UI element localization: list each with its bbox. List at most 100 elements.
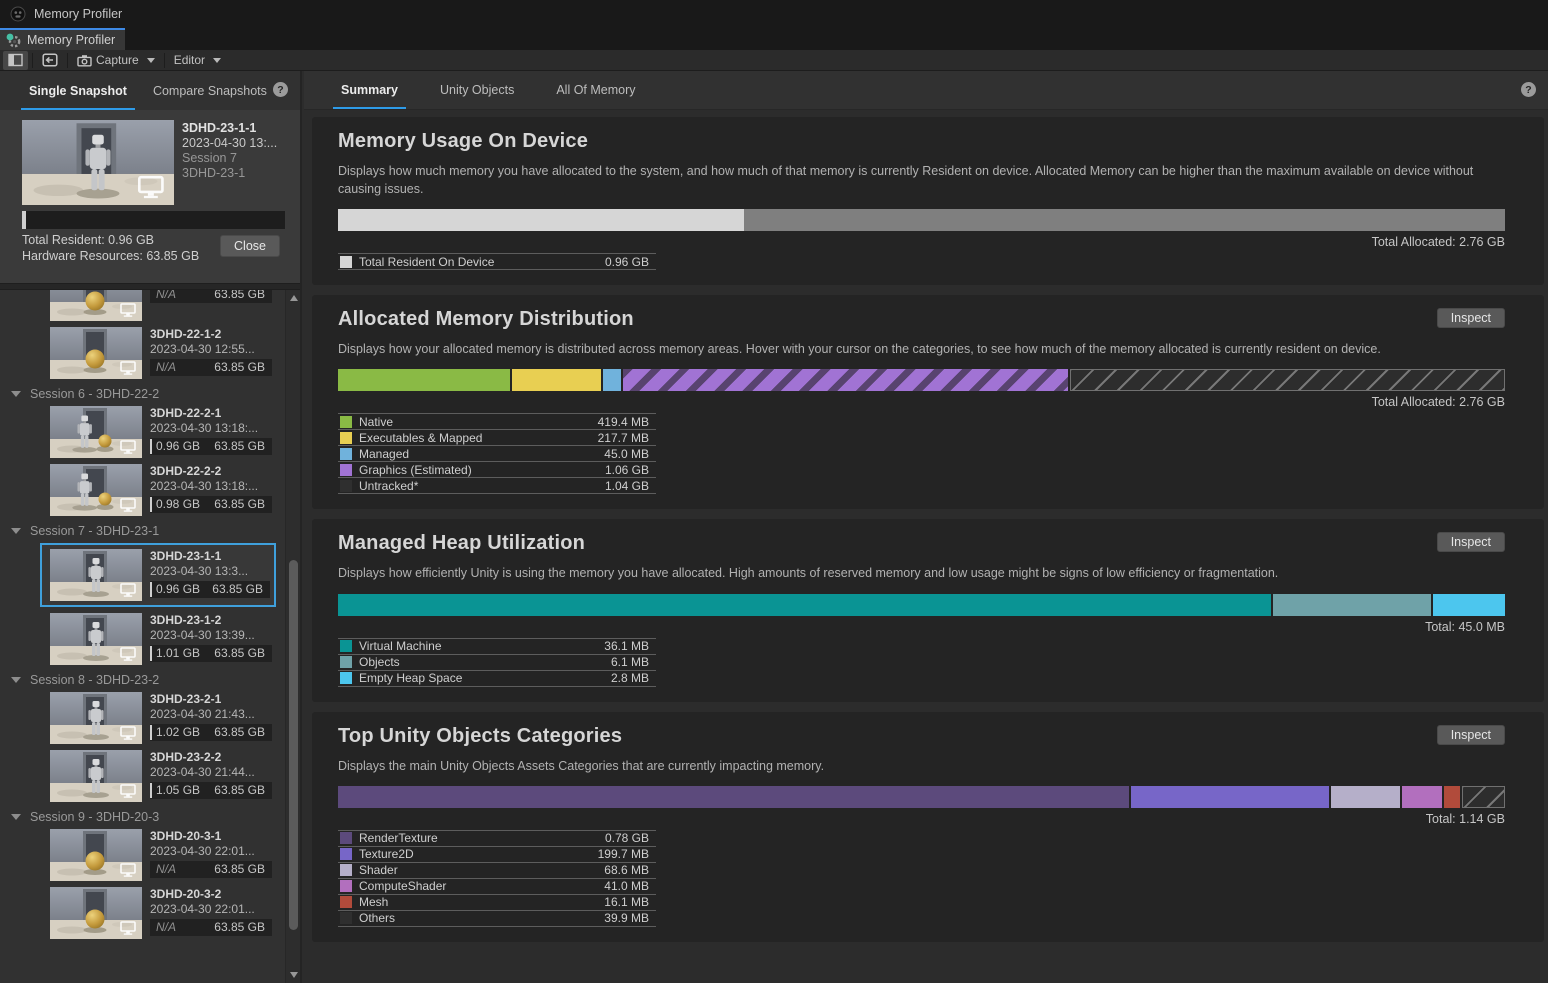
- legend-row[interactable]: Untracked* 1.04 GB: [338, 477, 656, 493]
- close-snapshot-button[interactable]: Close: [220, 235, 280, 257]
- legend-row[interactable]: Objects 6.1 MB: [338, 653, 656, 670]
- bar-segment-untracked-[interactable]: [1070, 369, 1506, 392]
- snapshot-list-item[interactable]: 3DHD-22-1-2 2023-04-30 12:55... N/A 63.85 G…: [50, 327, 276, 379]
- bar-segment-remaining-allocated[interactable]: [744, 209, 1505, 232]
- section-description: Displays how your allocated memory is di…: [338, 342, 1381, 357]
- snapshot-item-date: 2023-04-30 13:3...: [150, 564, 249, 578]
- bar-total-label: Total Allocated: 2.76 GB: [1371, 395, 1505, 410]
- bar-segment-virtual-machine[interactable]: [338, 593, 1271, 616]
- legend-row[interactable]: Others 39.9 MB: [338, 909, 656, 926]
- snapshot-list-item[interactable]: 3DHD-22-2-2 2023-04-30 13:18:... 0.98 GB 63…: [50, 464, 276, 516]
- sidebar-help-icon[interactable]: ?: [273, 82, 288, 97]
- legend-row[interactable]: Shader 68.6 MB: [338, 861, 656, 878]
- legend-swatch: [340, 672, 352, 684]
- snapshot-thumbnail: [50, 829, 142, 881]
- scroll-up-arrow[interactable]: [286, 290, 300, 306]
- snapshot-resident-value: N/A: [156, 920, 177, 934]
- bar-segment-mesh[interactable]: [1444, 785, 1461, 808]
- inspect-button[interactable]: Inspect: [1436, 724, 1505, 745]
- memory-breakdown-bar[interactable]: [338, 593, 1505, 616]
- legend-label: Mesh: [359, 895, 389, 910]
- snapshot-list-item[interactable]: 3DHD-23-2-2 2023-04-30 21:44... 1.05 GB 63.…: [50, 750, 276, 802]
- legend-row[interactable]: Native 419.4 MB: [338, 413, 656, 429]
- snapshot-list-scrollbar[interactable]: [285, 290, 300, 983]
- legend-row[interactable]: Managed 45.0 MB: [338, 445, 656, 461]
- snapshot-list-item-selected[interactable]: 3DHD-23-1-1 2023-04-30 13:3... 0.96 GB 63.8…: [40, 543, 276, 607]
- legend-row[interactable]: Graphics (Estimated) 1.06 GB: [338, 461, 656, 477]
- legend-row[interactable]: ComputeShader 41.0 MB: [338, 877, 656, 894]
- collapse-triangle-icon[interactable]: [11, 677, 21, 683]
- bar-segment-graphics-estimated-[interactable]: [623, 369, 1069, 392]
- collapse-triangle-icon[interactable]: [11, 528, 21, 534]
- inspect-button[interactable]: Inspect: [1436, 532, 1505, 553]
- snapshot-list-item[interactable]: 3DHD-22-2-1 2023-04-30 13:18:... 0.96 GB 63…: [50, 406, 276, 458]
- legend-row[interactable]: Virtual Machine 36.1 MB: [338, 637, 656, 654]
- bar-segment-computeshader[interactable]: [1401, 785, 1442, 808]
- legend-swatch: [340, 864, 352, 877]
- session-group-header[interactable]: Session 6 - 3DHD-22-2: [11, 387, 284, 401]
- doc-tab-memory-profiler[interactable]: Memory Profiler: [0, 28, 126, 50]
- session-group-header[interactable]: Session 8 - 3DHD-23-2: [11, 673, 284, 687]
- bar-segment-native[interactable]: [338, 369, 510, 392]
- editor-target-dropdown[interactable]: Editor: [169, 51, 226, 70]
- snapshot-resident-value: N/A: [156, 360, 177, 374]
- session-group-label: Session 9 - 3DHD-20-3: [30, 810, 160, 824]
- tab-single-snapshot[interactable]: Single Snapshot: [21, 71, 135, 110]
- legend-label: Untracked*: [359, 478, 419, 493]
- tab-summary[interactable]: Summary: [333, 71, 406, 109]
- legend-row[interactable]: Executables & Mapped 217.7 MB: [338, 429, 656, 445]
- legend-label: ComputeShader: [359, 879, 447, 894]
- section-title: Managed Heap Utilization: [338, 532, 586, 555]
- inspect-button[interactable]: Inspect: [1436, 308, 1505, 329]
- snapshot-item-name: 3DHD-23-2-2: [150, 750, 222, 764]
- scrollbar-thumb[interactable]: [289, 560, 298, 930]
- legend-row[interactable]: Texture2D 199.7 MB: [338, 845, 656, 862]
- memory-breakdown-bar[interactable]: [338, 785, 1505, 808]
- bar-segment-shader[interactable]: [1331, 785, 1400, 808]
- collapse-triangle-icon[interactable]: [11, 814, 21, 820]
- bar-segment-rendertexture[interactable]: [338, 785, 1130, 808]
- tab-compare-snapshots[interactable]: Compare Snapshots: [152, 83, 267, 98]
- snapshot-item-date: 2023-04-30 21:43...: [150, 707, 255, 721]
- bar-segment-others[interactable]: [1462, 785, 1505, 808]
- bar-segment-texture2d[interactable]: [1131, 785, 1330, 808]
- legend-swatch: [340, 912, 352, 925]
- main-help-icon[interactable]: ?: [1521, 82, 1536, 97]
- memory-breakdown-bar[interactable]: [338, 209, 1505, 232]
- panel-toggle-button[interactable]: [3, 50, 28, 70]
- session-group-header[interactable]: Session 7 - 3DHD-23-1: [11, 524, 284, 538]
- bar-segment-managed[interactable]: [602, 369, 622, 392]
- session-group-label: Session 7 - 3DHD-23-1: [30, 524, 160, 538]
- legend-row[interactable]: Mesh 16.1 MB: [338, 893, 656, 910]
- snapshot-list: 2023-04-30 12:54...N/A63.85 GB 3DHD-22-1…: [0, 290, 300, 983]
- legend-row[interactable]: RenderTexture 0.78 GB: [338, 829, 656, 846]
- snapshot-resident-value: N/A: [156, 290, 177, 301]
- bar-segment-objects[interactable]: [1272, 593, 1431, 616]
- snapshot-list-item[interactable]: 2023-04-30 12:54...N/A63.85 GB: [50, 290, 276, 321]
- memory-breakdown-bar[interactable]: [338, 369, 1506, 392]
- legend-row[interactable]: Total Resident On Device 0.96 GB: [338, 253, 656, 269]
- snapshot-thumbnail: [50, 290, 142, 321]
- snapshot-list-item[interactable]: 3DHD-23-1-2 2023-04-30 13:39... 1.01 GB 63.…: [50, 613, 276, 665]
- bar-segment-executables-mapped[interactable]: [511, 369, 601, 392]
- snapshot-item-name: 3DHD-23-1-1: [150, 549, 222, 563]
- bar-segment-empty-heap-space[interactable]: [1432, 593, 1505, 616]
- scroll-down-arrow[interactable]: [286, 967, 300, 983]
- capture-dropdown-caret[interactable]: [146, 57, 155, 63]
- snapshot-list-item[interactable]: 3DHD-23-2-1 2023-04-30 21:43... 1.02 GB 63.…: [50, 692, 276, 744]
- legend-row[interactable]: Empty Heap Space 2.8 MB: [338, 669, 656, 686]
- bar-segment-total-resident-on-device[interactable]: [338, 209, 745, 232]
- collapse-triangle-icon[interactable]: [11, 391, 21, 397]
- snapshot-item-name: 3DHD-20-3-2: [150, 887, 222, 901]
- import-snapshot-button[interactable]: [37, 51, 63, 70]
- snapshot-list-item[interactable]: 3DHD-20-3-2 2023-04-30 22:01... N/A 63.85 G…: [50, 887, 276, 939]
- tab-all-of-memory[interactable]: All Of Memory: [556, 83, 636, 97]
- section-legend: RenderTexture 0.78 GB Texture2D 199.7 MB Sha…: [338, 829, 656, 927]
- snapshot-list-item[interactable]: 3DHD-20-3-1 2023-04-30 22:01... N/A 63.85 G…: [50, 829, 276, 881]
- tab-unity-objects[interactable]: Unity Objects: [439, 83, 515, 97]
- legend-swatch: [340, 896, 352, 909]
- capture-button[interactable]: Capture: [72, 51, 160, 70]
- session-group-header[interactable]: Session 9 - 3DHD-20-3: [11, 810, 284, 824]
- legend-swatch: [340, 848, 352, 861]
